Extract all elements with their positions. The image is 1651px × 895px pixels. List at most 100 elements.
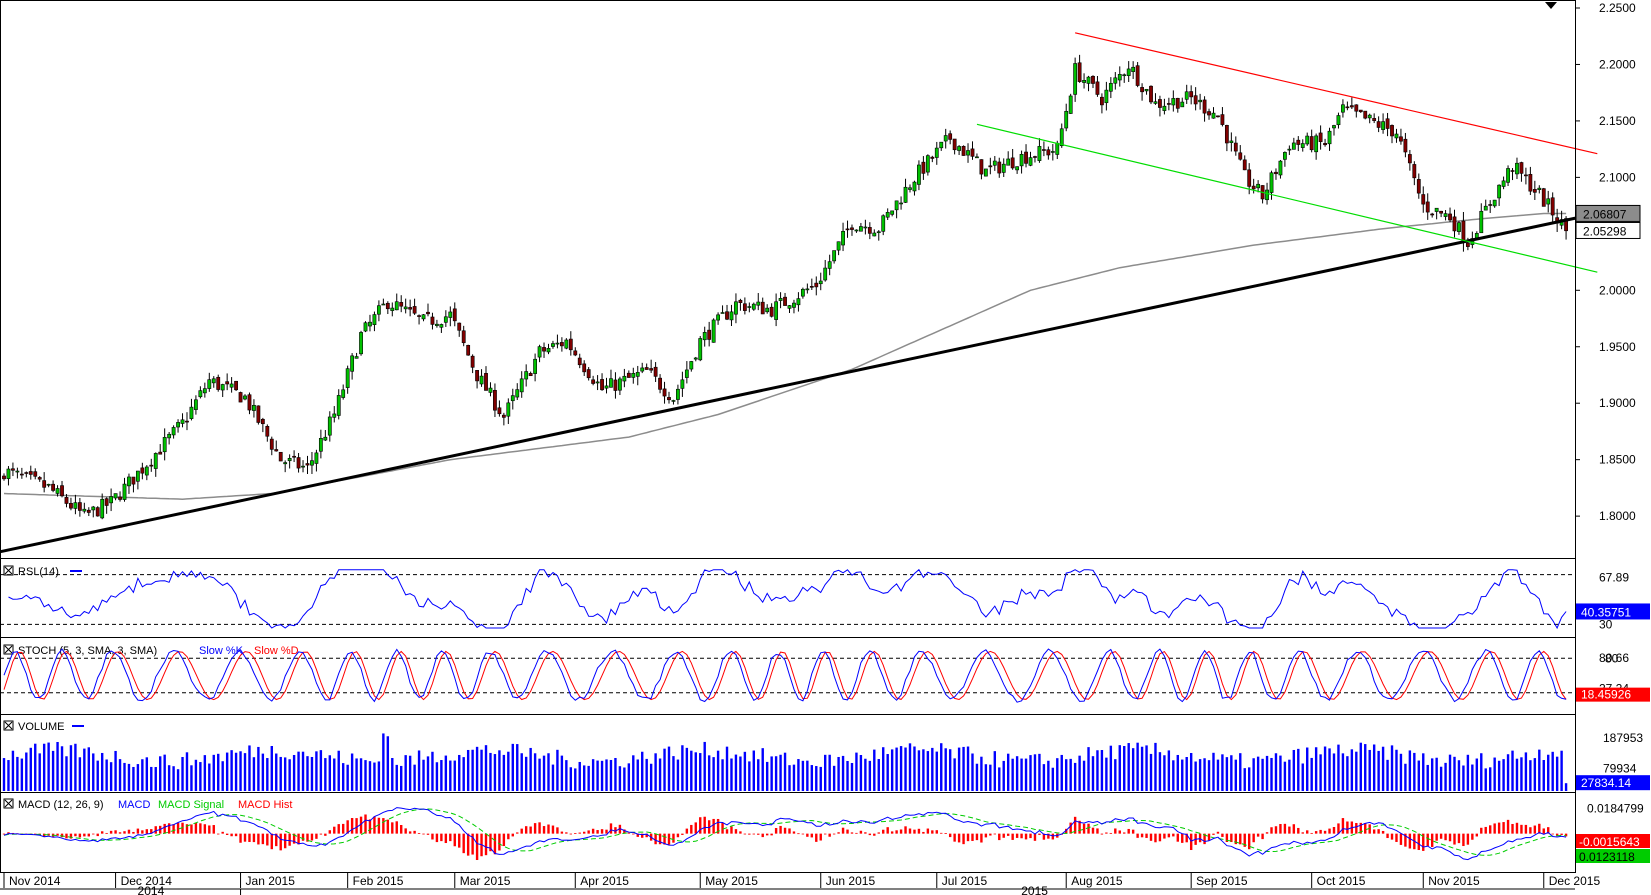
candle-body <box>885 212 890 218</box>
macd-hist-bar <box>1560 833 1563 835</box>
volume-bar <box>681 745 684 791</box>
macd-hist-bar <box>556 827 559 834</box>
candle-body <box>948 133 953 140</box>
macd-hist-bar <box>42 833 46 838</box>
macd-close-icon[interactable] <box>3 798 14 809</box>
volume-bar <box>1422 753 1425 791</box>
macd-signal-legend: MACD Signal <box>158 799 224 811</box>
volume-bar <box>1203 758 1206 791</box>
candle <box>1216 115 1220 118</box>
volume-close-icon[interactable] <box>3 720 14 731</box>
macd-hist-bar <box>145 829 149 834</box>
candle <box>243 394 247 401</box>
candle <box>1519 161 1524 182</box>
macd-hist-bar <box>765 833 769 836</box>
candle <box>921 156 926 180</box>
macd-hist-bar <box>1261 833 1264 840</box>
candle-body <box>238 392 243 403</box>
candle-body <box>961 145 966 156</box>
macd-hist-bar <box>1006 833 1010 836</box>
candle-body <box>983 168 988 177</box>
volume-bar <box>109 762 113 791</box>
candle-body <box>1216 115 1220 118</box>
candle <box>104 497 109 514</box>
volume-bar <box>1533 758 1537 791</box>
volume-bar <box>596 760 599 791</box>
volume-bar <box>1426 764 1429 791</box>
candle-body <box>113 493 118 499</box>
volume-bar <box>395 764 398 791</box>
volume-bar <box>1288 759 1291 791</box>
macd-hist-bar <box>123 831 126 834</box>
candle-body <box>1497 184 1502 199</box>
candle-body <box>171 427 176 436</box>
candle-body <box>131 476 136 485</box>
macd-hist-bar <box>377 817 381 834</box>
candle <box>350 353 355 380</box>
volume-bar <box>1127 743 1130 791</box>
rsi-axis-label: 67.89 <box>1599 570 1629 584</box>
volume-bar <box>1355 751 1358 791</box>
volume-bar <box>261 753 265 791</box>
candle-body <box>1430 213 1435 216</box>
volume-bar <box>1243 768 1246 791</box>
candle-body <box>484 373 488 391</box>
candle <box>1274 168 1278 180</box>
rsi-close-icon[interactable] <box>3 565 14 576</box>
candle-body <box>394 301 399 311</box>
macd-hist-bar <box>574 833 577 834</box>
macd-hist-bar <box>462 833 465 854</box>
macd-hist-bar <box>328 830 332 834</box>
candle <box>1300 139 1305 152</box>
candle-body <box>327 416 332 436</box>
volume-bar <box>859 755 863 791</box>
volume-bar <box>1555 756 1559 791</box>
macd-hist-bar <box>1547 827 1550 834</box>
macd-hist-bar <box>1189 833 1193 851</box>
candle <box>1332 124 1336 136</box>
moving-average-line <box>3 212 1567 500</box>
volume-bar <box>78 757 82 791</box>
volume-bar <box>801 760 805 791</box>
candle <box>140 462 145 480</box>
candle-body <box>1180 101 1185 108</box>
candle <box>457 322 462 337</box>
volume-bar <box>890 749 894 791</box>
macd-hist-bar <box>828 833 831 837</box>
macd-hist-bar <box>752 833 755 835</box>
volume-bar <box>587 765 590 791</box>
candle-body <box>1336 115 1341 126</box>
candle <box>693 356 698 362</box>
candle-body <box>475 370 479 382</box>
macd-hist-bar <box>609 823 613 834</box>
volume-bar <box>1381 746 1385 791</box>
macd-hist-bar <box>877 832 880 834</box>
stoch-close-icon[interactable] <box>3 644 14 655</box>
candle <box>399 295 404 313</box>
candle-body <box>845 228 850 231</box>
candle <box>1180 97 1185 108</box>
volume-bar <box>1011 758 1014 791</box>
price-tick-label: 2.0000 <box>1599 283 1636 297</box>
candle <box>1059 123 1064 148</box>
macd-hist-bar <box>1475 833 1479 837</box>
macd-hist-bar <box>917 828 921 834</box>
macd-hist-bar <box>1417 833 1420 851</box>
candle <box>738 298 743 311</box>
candle <box>256 405 261 425</box>
candle <box>475 370 479 389</box>
candle-body <box>350 355 355 372</box>
volume-bar <box>716 750 720 791</box>
macd-hist-bar <box>1234 833 1238 845</box>
macd-hist-bar <box>471 833 474 855</box>
macd-hist-bar <box>1149 833 1153 841</box>
candle <box>618 376 622 396</box>
macd-hist-bar <box>1114 828 1117 834</box>
candle <box>1175 97 1180 113</box>
volume-bar <box>449 760 452 791</box>
macd-hist-bar <box>1167 833 1171 838</box>
volume-bar <box>806 760 809 791</box>
candle-body <box>1229 140 1234 144</box>
macd-hist-bar <box>1252 833 1255 843</box>
macd-hist-bar <box>96 833 99 837</box>
